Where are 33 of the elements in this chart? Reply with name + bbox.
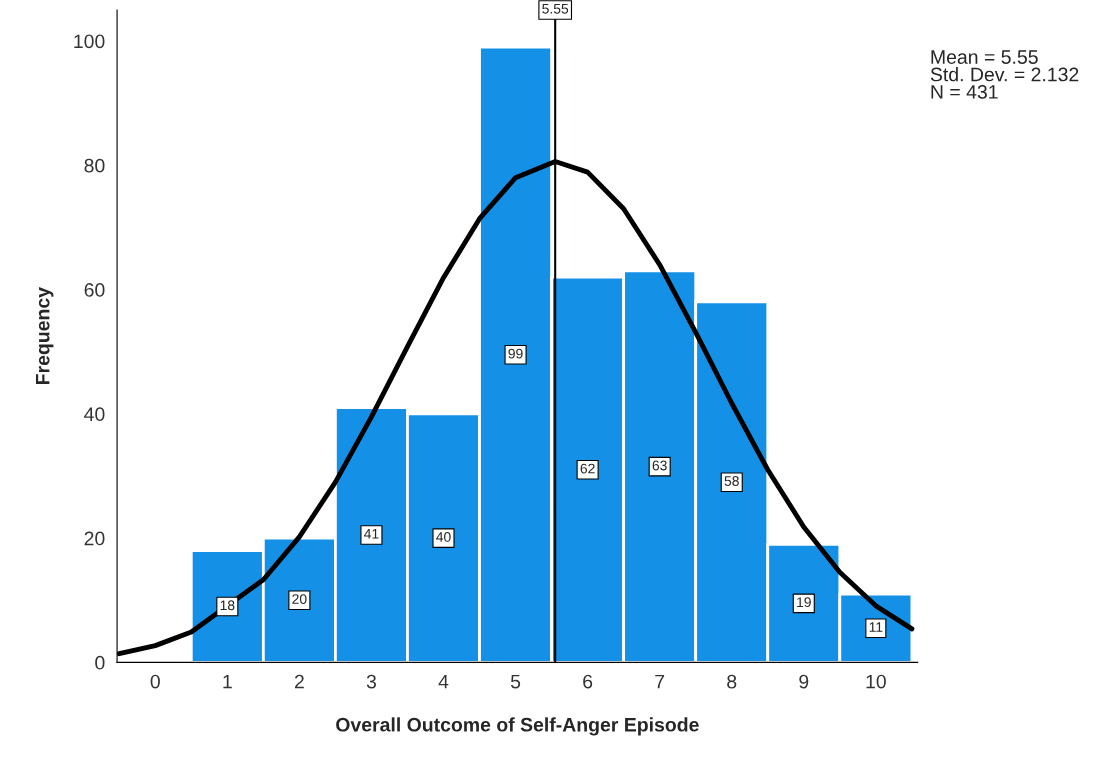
- x-axis-title: Overall Outcome of Self-Anger Episode: [336, 717, 699, 736]
- data-label: 63: [652, 460, 667, 471]
- data-label: 40: [436, 532, 451, 542]
- y-tick-label: 20: [84, 531, 105, 546]
- data-label: 58: [724, 476, 739, 486]
- x-tick-label: 7: [655, 674, 665, 689]
- x-tick-label: 2: [294, 674, 304, 689]
- y-tick-label: 60: [84, 283, 105, 297]
- x-tick-label: 5: [510, 674, 521, 689]
- x-tick-label: 10: [866, 674, 886, 689]
- y-tick-label: 80: [84, 158, 105, 173]
- text: Mean = 5.55: [931, 50, 1038, 64]
- y-tick-label: 100: [74, 34, 105, 49]
- x-tick-label: 4: [438, 674, 449, 689]
- y-tick-label: 0: [95, 655, 105, 670]
- data-label: 62: [580, 463, 595, 474]
- data-label: 20: [292, 594, 307, 604]
- x-tick-label: 8: [727, 674, 737, 689]
- y-tick-label: 40: [84, 407, 105, 422]
- data-label: 99: [508, 348, 523, 359]
- ref-line-label: 5.55: [542, 3, 569, 14]
- x-tick-label: 1: [223, 674, 232, 689]
- data-label: 18: [220, 600, 235, 611]
- x-tick-label: 9: [799, 674, 809, 689]
- text: N = 431: [931, 85, 998, 99]
- x-tick-label: 3: [366, 674, 376, 689]
- data-label: 19: [797, 597, 811, 608]
- y-axis-title: Frequency: [35, 287, 54, 385]
- data-label: 41: [364, 529, 379, 539]
- x-tick-label: 6: [583, 674, 593, 689]
- data-label: 11: [869, 622, 883, 632]
- x-tick-label: 0: [150, 674, 160, 689]
- text: Std. Dev. = 2.132: [930, 67, 1079, 82]
